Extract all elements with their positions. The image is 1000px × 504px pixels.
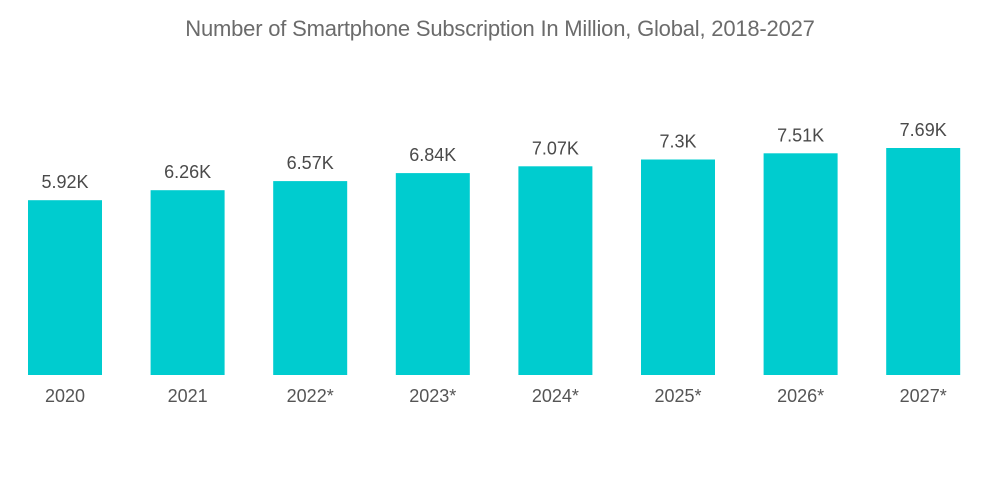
- bar-2024: [518, 166, 593, 375]
- data-label: 6.26K: [164, 162, 211, 182]
- data-label: 7.51K: [777, 125, 824, 145]
- x-tick-label: 2023*: [409, 386, 456, 406]
- bar-2020: [28, 200, 102, 375]
- data-label: 5.92K: [41, 172, 88, 192]
- bar-2025: [641, 159, 715, 375]
- data-label: 6.57K: [287, 153, 334, 173]
- chart-title: Number of Smartphone Subscription In Mil…: [185, 16, 815, 41]
- x-tick-label: 2021: [168, 386, 208, 406]
- x-tick-label: 2024*: [532, 386, 579, 406]
- x-tick-label: 2027*: [900, 386, 947, 406]
- bar-2021: [150, 190, 225, 375]
- data-label: 7.07K: [532, 138, 579, 158]
- bar-2023: [395, 173, 470, 375]
- data-label: 7.3K: [659, 132, 696, 152]
- bar-2026: [763, 153, 838, 375]
- data-label: 6.84K: [409, 145, 456, 165]
- bar-2022: [273, 181, 348, 375]
- x-tick-label: 2020: [45, 386, 85, 406]
- x-tick-label: 2026*: [777, 386, 824, 406]
- x-tick-label: 2022*: [287, 386, 334, 406]
- bar-2027: [886, 148, 961, 375]
- data-label: 7.69K: [900, 120, 947, 140]
- x-tick-label: 2025*: [654, 386, 701, 406]
